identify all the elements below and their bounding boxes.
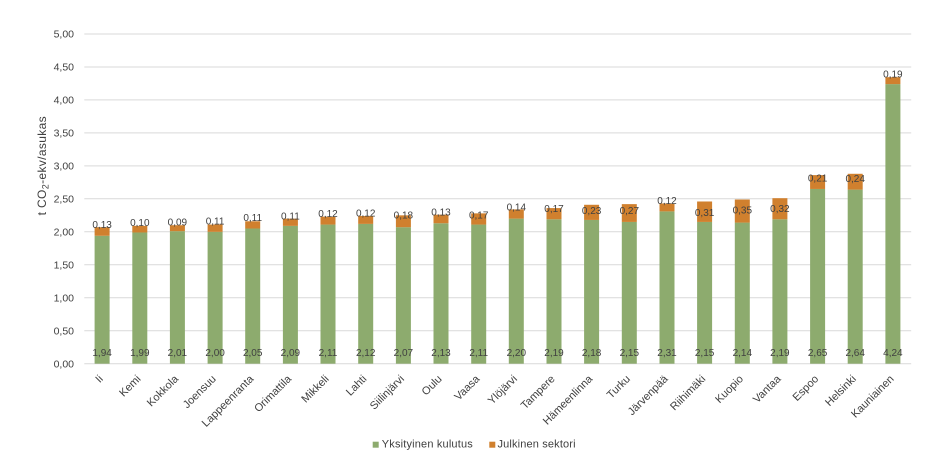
svg-text:0,23: 0,23 (582, 206, 602, 217)
svg-text:2,19: 2,19 (770, 348, 790, 359)
svg-text:2,19: 2,19 (544, 348, 564, 359)
svg-text:1,99: 1,99 (130, 348, 150, 359)
svg-text:1,94: 1,94 (92, 348, 112, 359)
svg-text:3,50: 3,50 (54, 128, 75, 140)
svg-text:1,00: 1,00 (54, 292, 75, 304)
svg-text:t CO2-ekv/asukas: t CO2-ekv/asukas (35, 116, 51, 215)
svg-text:0,11: 0,11 (243, 213, 262, 224)
svg-text:2,07: 2,07 (394, 348, 414, 359)
svg-text:2,31: 2,31 (657, 348, 677, 359)
svg-text:2,01: 2,01 (168, 348, 188, 359)
svg-text:2,12: 2,12 (356, 348, 376, 359)
svg-text:0,32: 0,32 (770, 204, 790, 215)
svg-text:4,00: 4,00 (54, 95, 75, 107)
svg-text:0,24: 0,24 (845, 174, 865, 185)
svg-text:2,11: 2,11 (469, 348, 488, 359)
svg-text:0,10: 0,10 (130, 218, 150, 229)
svg-text:0,31: 0,31 (695, 208, 715, 219)
svg-text:0,17: 0,17 (544, 204, 564, 215)
svg-text:0,18: 0,18 (394, 211, 414, 222)
svg-text:2,05: 2,05 (243, 348, 263, 359)
svg-text:2,11: 2,11 (319, 348, 338, 359)
svg-text:0,11: 0,11 (206, 216, 225, 227)
svg-text:0,09: 0,09 (168, 218, 188, 229)
svg-text:2,64: 2,64 (845, 348, 865, 359)
svg-text:2,15: 2,15 (620, 348, 640, 359)
svg-text:5,00: 5,00 (54, 29, 75, 41)
svg-text:0,19: 0,19 (883, 69, 903, 80)
svg-text:2,14: 2,14 (733, 348, 753, 359)
svg-text:0,00: 0,00 (54, 358, 75, 370)
svg-text:2,13: 2,13 (431, 348, 451, 359)
svg-text:1,50: 1,50 (54, 259, 75, 271)
svg-text:2,65: 2,65 (808, 348, 828, 359)
svg-text:0,13: 0,13 (92, 220, 112, 231)
svg-text:0,27: 0,27 (620, 206, 640, 217)
svg-text:0,35: 0,35 (733, 206, 753, 217)
svg-text:2,50: 2,50 (54, 193, 75, 205)
svg-text:0,12: 0,12 (356, 209, 376, 220)
svg-text:0,12: 0,12 (318, 209, 338, 220)
svg-text:0,50: 0,50 (54, 325, 75, 337)
svg-text:2,00: 2,00 (54, 226, 75, 238)
svg-text:2,09: 2,09 (281, 348, 301, 359)
svg-text:Yksityinen kulutus: Yksityinen kulutus (382, 439, 473, 451)
svg-text:0,21: 0,21 (808, 174, 828, 185)
svg-text:0,14: 0,14 (507, 203, 527, 214)
svg-text:0,12: 0,12 (657, 196, 677, 207)
svg-text:2,00: 2,00 (205, 348, 225, 359)
svg-text:Julkinen sektori: Julkinen sektori (498, 439, 576, 451)
svg-text:2,20: 2,20 (507, 348, 527, 359)
svg-text:0,17: 0,17 (469, 211, 489, 222)
svg-text:2,15: 2,15 (695, 348, 715, 359)
svg-text:3,00: 3,00 (54, 161, 75, 173)
svg-text:0,11: 0,11 (281, 212, 300, 223)
svg-text:0,13: 0,13 (431, 207, 451, 218)
svg-text:2,18: 2,18 (582, 348, 602, 359)
svg-text:4,24: 4,24 (883, 348, 903, 359)
svg-text:4,50: 4,50 (54, 62, 75, 74)
